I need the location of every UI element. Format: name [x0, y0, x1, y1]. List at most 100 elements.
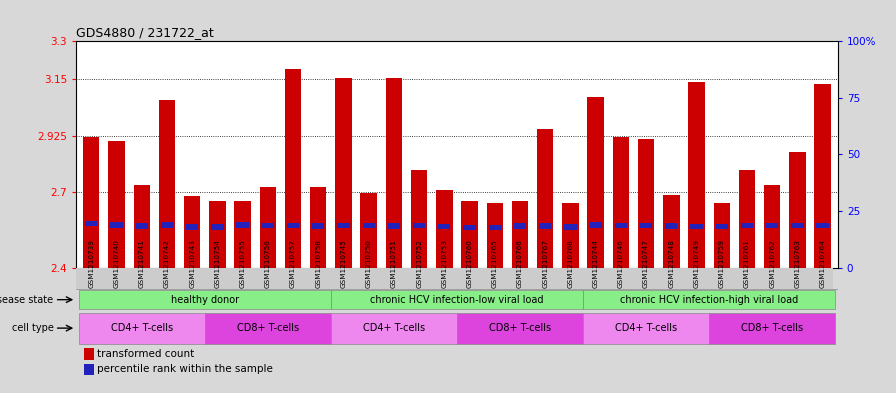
- Text: CD4+ T-cells: CD4+ T-cells: [363, 323, 425, 333]
- Bar: [85, 221, 98, 226]
- Bar: [791, 223, 804, 228]
- Text: GSM1210745: GSM1210745: [340, 239, 347, 288]
- Text: GSM1210744: GSM1210744: [592, 239, 599, 288]
- Bar: [814, 84, 831, 268]
- Bar: [563, 204, 579, 268]
- Bar: [84, 364, 94, 375]
- Bar: [463, 225, 476, 230]
- Bar: [487, 204, 503, 268]
- Bar: [260, 187, 276, 268]
- Bar: [588, 97, 604, 268]
- Bar: [514, 223, 526, 229]
- Text: GSM1210767: GSM1210767: [542, 239, 548, 288]
- Text: GSM1210762: GSM1210762: [769, 239, 775, 288]
- Text: GSM1210740: GSM1210740: [114, 239, 119, 288]
- Bar: [716, 224, 728, 230]
- Bar: [640, 223, 652, 228]
- Bar: [615, 223, 627, 228]
- Text: GSM1210748: GSM1210748: [668, 239, 675, 288]
- Bar: [360, 193, 377, 268]
- Bar: [388, 223, 400, 229]
- Bar: [237, 222, 249, 228]
- Text: transformed count: transformed count: [98, 349, 194, 359]
- Text: GSM1210768: GSM1210768: [567, 239, 573, 288]
- Text: GSM1210760: GSM1210760: [467, 239, 472, 288]
- Bar: [766, 223, 779, 228]
- Bar: [713, 204, 730, 268]
- Bar: [709, 312, 835, 343]
- Bar: [337, 222, 349, 228]
- Text: GSM1210765: GSM1210765: [492, 239, 498, 288]
- Bar: [564, 224, 577, 230]
- Bar: [312, 223, 324, 229]
- Text: GSM1210766: GSM1210766: [517, 239, 523, 288]
- Bar: [184, 196, 201, 268]
- Bar: [84, 348, 94, 360]
- Bar: [385, 78, 402, 268]
- Bar: [235, 201, 251, 268]
- Bar: [331, 290, 583, 309]
- Bar: [205, 312, 331, 343]
- Bar: [335, 78, 351, 268]
- Text: GSM1210751: GSM1210751: [391, 239, 397, 288]
- Bar: [134, 185, 150, 268]
- Text: CD8+ T-cells: CD8+ T-cells: [237, 323, 299, 333]
- Bar: [789, 152, 806, 268]
- Bar: [363, 223, 375, 228]
- Bar: [160, 222, 173, 228]
- Bar: [537, 129, 554, 268]
- Bar: [583, 290, 835, 309]
- Text: chronic HCV infection-high viral load: chronic HCV infection-high viral load: [620, 295, 798, 305]
- Bar: [262, 222, 274, 228]
- Text: cell type: cell type: [12, 323, 54, 333]
- Text: CD4+ T-cells: CD4+ T-cells: [111, 323, 173, 333]
- Bar: [211, 224, 223, 230]
- Bar: [76, 268, 832, 289]
- Text: CD4+ T-cells: CD4+ T-cells: [615, 323, 677, 333]
- Bar: [413, 223, 426, 228]
- Text: GSM1210756: GSM1210756: [265, 239, 271, 288]
- Bar: [186, 224, 198, 230]
- Bar: [590, 222, 602, 228]
- Bar: [764, 185, 780, 268]
- Bar: [665, 223, 677, 229]
- Text: GSM1210747: GSM1210747: [643, 239, 649, 288]
- Bar: [209, 201, 226, 268]
- Bar: [691, 224, 702, 230]
- Bar: [79, 312, 205, 343]
- Bar: [583, 312, 709, 343]
- Bar: [436, 190, 452, 268]
- Bar: [461, 201, 478, 268]
- Text: chronic HCV infection-low viral load: chronic HCV infection-low viral load: [370, 295, 544, 305]
- Bar: [108, 141, 125, 268]
- Bar: [638, 140, 654, 268]
- Text: GSM1210743: GSM1210743: [189, 239, 195, 288]
- Bar: [688, 81, 705, 268]
- Text: GSM1210739: GSM1210739: [89, 239, 94, 288]
- Bar: [79, 290, 331, 309]
- Text: GSM1210753: GSM1210753: [442, 239, 447, 288]
- Bar: [816, 222, 829, 228]
- Bar: [411, 169, 427, 268]
- Text: GSM1210758: GSM1210758: [315, 239, 322, 288]
- Text: GSM1210759: GSM1210759: [719, 239, 725, 288]
- Bar: [457, 312, 583, 343]
- Bar: [488, 225, 501, 230]
- Bar: [438, 224, 451, 230]
- Bar: [613, 137, 629, 268]
- Text: GSM1210764: GSM1210764: [820, 239, 825, 288]
- Text: GSM1210763: GSM1210763: [795, 239, 800, 288]
- Bar: [331, 312, 457, 343]
- Text: GSM1210749: GSM1210749: [694, 239, 700, 288]
- Text: GSM1210752: GSM1210752: [416, 239, 422, 288]
- Text: GSM1210754: GSM1210754: [214, 239, 220, 288]
- Text: healthy donor: healthy donor: [171, 295, 239, 305]
- Bar: [310, 187, 326, 268]
- Text: percentile rank within the sample: percentile rank within the sample: [98, 364, 273, 374]
- Text: GSM1210755: GSM1210755: [239, 239, 246, 288]
- Bar: [110, 222, 123, 228]
- Bar: [663, 195, 679, 268]
- Bar: [539, 223, 551, 229]
- Text: GDS4880 / 231722_at: GDS4880 / 231722_at: [76, 26, 214, 39]
- Text: GSM1210742: GSM1210742: [164, 239, 170, 288]
